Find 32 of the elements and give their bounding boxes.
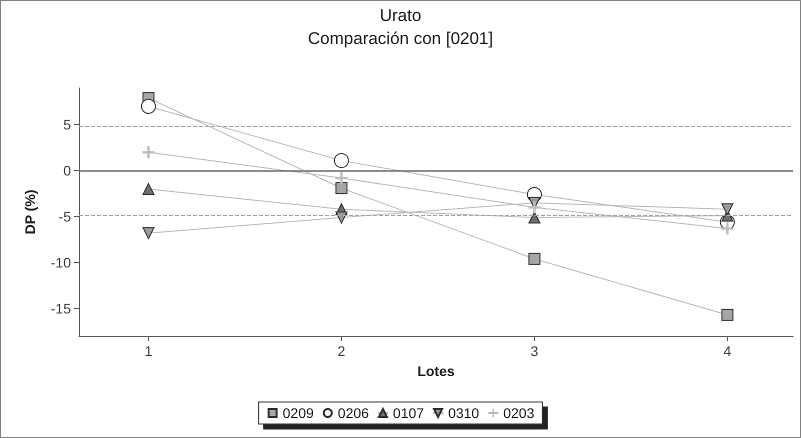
legend-label: 0310 bbox=[448, 405, 480, 421]
y-tick-label: -5 bbox=[58, 208, 72, 225]
x-tick-label: 3 bbox=[530, 343, 539, 359]
y-tick-label: -15 bbox=[50, 300, 72, 316]
point bbox=[721, 222, 734, 235]
x-tick-label: 2 bbox=[338, 343, 346, 359]
point bbox=[721, 203, 734, 216]
legend-label: 0206 bbox=[338, 405, 370, 421]
point bbox=[721, 308, 734, 321]
point bbox=[142, 227, 154, 240]
point bbox=[528, 201, 540, 214]
point bbox=[528, 252, 540, 265]
legend-label: 0209 bbox=[282, 405, 314, 421]
y-tick-label: 5 bbox=[63, 116, 72, 133]
x-tick-label: 4 bbox=[723, 343, 732, 359]
legend-label: 0107 bbox=[392, 405, 424, 421]
point bbox=[528, 212, 540, 224]
y-tick-label: -10 bbox=[50, 254, 72, 271]
point bbox=[142, 146, 154, 158]
chart-subtitle: Comparación con [0201] bbox=[308, 29, 494, 48]
y-tick-label: 0 bbox=[63, 162, 72, 179]
point bbox=[142, 183, 154, 196]
point bbox=[335, 212, 348, 224]
point bbox=[140, 98, 156, 114]
chart-title: Urato bbox=[380, 6, 422, 25]
y-axis-title: DP (%) bbox=[22, 190, 38, 234]
x-axis-title: Lotes bbox=[417, 363, 455, 379]
legend-label: 0203 bbox=[503, 405, 535, 421]
point bbox=[334, 153, 349, 168]
point bbox=[335, 182, 348, 194]
x-tick-label: 1 bbox=[144, 343, 153, 359]
point bbox=[335, 172, 348, 184]
